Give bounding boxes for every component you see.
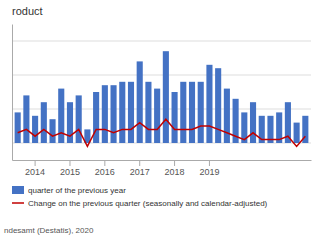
bar	[15, 112, 21, 143]
bar	[145, 82, 151, 143]
source-note: ndesamt (Destatis), 2020	[4, 226, 94, 235]
title: roduct	[12, 5, 43, 17]
grid-line	[12, 41, 311, 42]
x-tick: 2017	[130, 160, 150, 177]
x-tick-label: 2016	[95, 167, 115, 177]
bar	[49, 119, 55, 143]
x-tick-mark	[139, 160, 140, 166]
x-tick: 2018	[165, 160, 185, 177]
x-tick-mark	[209, 160, 210, 166]
x-tick-label: 2014	[25, 167, 45, 177]
x-tick-mark	[104, 160, 105, 166]
bar	[198, 82, 204, 143]
x-tick-mark	[69, 160, 70, 166]
grid-line	[12, 143, 311, 144]
x-tick-mark	[174, 160, 175, 166]
grid-line	[12, 109, 311, 110]
x-tick-label: 2018	[165, 167, 185, 177]
bar	[41, 102, 47, 143]
x-tick-label: 2015	[60, 167, 80, 177]
marks	[15, 51, 309, 146]
x-tick-mark	[35, 160, 36, 166]
bar	[224, 89, 230, 143]
x-tick: 2016	[95, 160, 115, 177]
bar	[154, 89, 160, 143]
chart: 2014 2015 2016 2017 2018 2019 roduct quarter of…	[0, 0, 317, 238]
y-axis	[12, 25, 13, 161]
line	[18, 119, 306, 146]
bar	[111, 85, 117, 143]
x-axis-line	[13, 160, 312, 161]
x-tick: 2019	[199, 160, 219, 177]
legend-label: quarter of the previous year	[28, 186, 126, 195]
bar	[119, 82, 125, 143]
legend-swatch	[12, 186, 24, 194]
x-tick: 2015	[60, 160, 80, 177]
x-tick-label: 2019	[199, 167, 219, 177]
bar	[215, 68, 221, 143]
bar	[58, 89, 64, 143]
bar	[189, 82, 195, 143]
bar	[128, 82, 134, 143]
bar	[250, 102, 256, 143]
y-axis-line	[12, 25, 13, 161]
bar	[206, 65, 212, 143]
x-tick-label: 2017	[130, 167, 150, 177]
legend: quarter of the previous year Change on th…	[12, 186, 268, 208]
legend-item: quarter of the previous year	[12, 186, 126, 195]
bar	[163, 51, 169, 143]
bar	[32, 116, 38, 143]
x-axis: 2014 2015 2016 2017 2018 2019	[13, 160, 312, 177]
bar	[102, 85, 108, 143]
bar	[137, 61, 143, 143]
bar	[76, 95, 82, 143]
legend-label: Change on the previous quarter (seasonal…	[28, 199, 268, 208]
bar	[93, 92, 99, 143]
bar	[294, 123, 300, 143]
grid-line	[12, 75, 311, 76]
bar-series	[15, 51, 309, 143]
legend-swatch	[12, 202, 24, 204]
grid	[12, 41, 311, 143]
bar	[180, 82, 186, 143]
bar	[23, 95, 29, 143]
plot: 2014 2015 2016 2017 2018 2019	[12, 25, 312, 178]
x-tick: 2014	[25, 160, 45, 177]
bar	[172, 92, 178, 143]
legend-item: Change on the previous quarter (seasonal…	[12, 199, 268, 208]
